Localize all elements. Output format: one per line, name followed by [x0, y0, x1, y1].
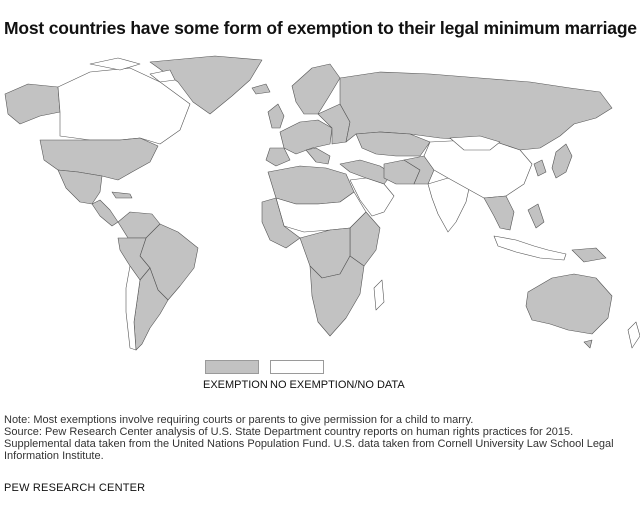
- region-caribbean: [111, 191, 133, 199]
- source-text-2: Supplemental data taken from the United …: [4, 438, 614, 450]
- region-tasmania: [583, 339, 593, 349]
- region-arctic-islands: [89, 57, 176, 83]
- region-madagascar: [373, 279, 385, 311]
- region-west-africa: [261, 197, 301, 249]
- world-map: [4, 55, 640, 351]
- region-italy-balkans: [305, 147, 331, 165]
- note-text: Note: Most exemptions involve requiring …: [4, 414, 474, 426]
- legend-swatch-exemption: [205, 360, 259, 374]
- region-southern-africa: [309, 255, 365, 337]
- region-central-america: [91, 199, 119, 227]
- region-scandinavia: [291, 63, 341, 115]
- region-canada: [57, 67, 191, 145]
- brand-label: PEW RESEARCH CENTER: [4, 482, 146, 494]
- region-japan: [551, 143, 573, 179]
- region-western-europe: [279, 119, 333, 155]
- region-arabia: [349, 177, 395, 217]
- region-new-zealand: [627, 321, 640, 349]
- region-russia: [339, 71, 613, 151]
- region-usa: [39, 137, 159, 181]
- region-papua: [571, 247, 607, 263]
- region-southeast-asia: [483, 195, 515, 231]
- region-alaska: [4, 83, 61, 125]
- notes-block: Note: Most exemptions involve requiring …: [4, 414, 640, 462]
- region-chile: [125, 265, 141, 351]
- region-iceland: [251, 83, 271, 95]
- region-kazakhstan: [355, 131, 431, 157]
- chart-title: Most countries have some form of exempti…: [4, 18, 640, 38]
- source-text-1: Source: Pew Research Center analysis of …: [4, 426, 574, 438]
- region-korea: [533, 159, 547, 177]
- region-iberia: [265, 147, 291, 167]
- source-text-3: Information Institute.: [4, 450, 104, 462]
- region-uk-ireland: [267, 103, 285, 129]
- region-australia: [525, 273, 613, 335]
- legend-swatch-no-exemption: [270, 360, 324, 374]
- legend-label-no-exemption: NO EXEMPTION/NO DATA: [270, 379, 405, 391]
- region-philippines: [527, 203, 545, 229]
- region-greenland: [149, 55, 263, 115]
- region-mongolia: [449, 135, 501, 151]
- region-mexico: [57, 169, 103, 205]
- region-malaysia-indonesia: [493, 235, 567, 261]
- legend-label-exemption: EXEMPTION: [203, 379, 268, 391]
- region-north-africa: [267, 165, 355, 205]
